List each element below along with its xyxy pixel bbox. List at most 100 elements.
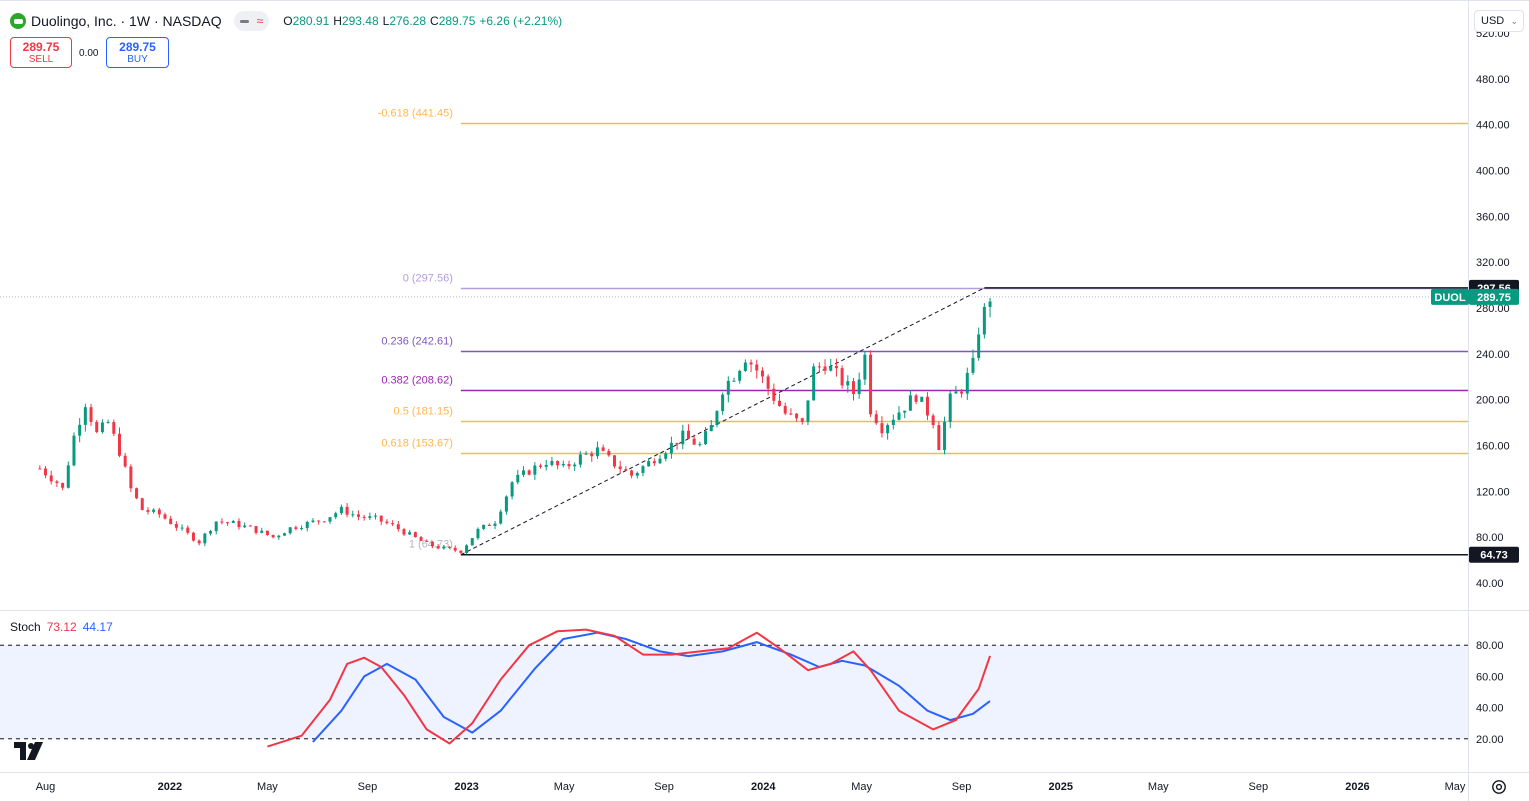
candle-body — [897, 412, 901, 420]
candle-body — [391, 523, 395, 525]
candle-body — [630, 470, 634, 476]
candle-body — [157, 509, 161, 515]
low-price-badge-box — [1469, 546, 1519, 563]
candle-body — [943, 421, 947, 451]
price-tick-label: 480.00 — [1476, 74, 1510, 86]
candle-body — [317, 520, 321, 522]
currency-select[interactable]: USD ⌄ — [1474, 10, 1524, 32]
symbol-title[interactable]: Duolingo, Inc. · 1W · NASDAQ — [31, 13, 222, 29]
time-tick-label: 2025 — [1049, 781, 1073, 793]
candle-body — [339, 506, 343, 514]
candle-body — [379, 515, 383, 522]
candle-body — [846, 381, 850, 386]
candle-body — [624, 469, 628, 471]
candle-body — [413, 532, 417, 538]
candle-body — [334, 513, 338, 518]
fib-level-label: -0.618 (441.45) — [378, 108, 453, 120]
candle-body — [681, 430, 685, 445]
close-value: 289.75 — [438, 14, 476, 28]
candle-body — [408, 532, 412, 535]
candle-body — [214, 521, 218, 532]
candle-body — [436, 546, 440, 549]
candle-body — [613, 455, 617, 467]
candle-body — [174, 524, 178, 528]
candle-body — [732, 380, 736, 382]
candle-body — [721, 394, 725, 412]
candle-body — [686, 430, 690, 439]
candle-body — [265, 530, 269, 535]
time-tick-label: Sep — [358, 781, 378, 793]
candle-body — [288, 527, 292, 534]
low-value: 276.28 — [389, 14, 427, 28]
candle-body — [100, 422, 104, 433]
candle-body — [374, 515, 378, 517]
candle-body — [669, 442, 673, 454]
price-tick-label: 80.00 — [1476, 532, 1504, 544]
candle-body — [66, 465, 70, 488]
candle-body — [311, 520, 315, 522]
candle-body — [106, 422, 110, 424]
candle-body — [248, 525, 252, 527]
stoch-tick-label: 60.00 — [1476, 671, 1504, 683]
candle-body — [55, 481, 59, 484]
candle-body — [231, 520, 235, 523]
candle-body — [186, 527, 190, 533]
stoch-d-line — [312, 631, 991, 743]
wave-icon[interactable]: ≈ — [256, 14, 264, 28]
candle-body — [78, 424, 82, 436]
candle-body — [402, 529, 406, 535]
price-tick-label: 360.00 — [1476, 211, 1510, 223]
stoch-legend[interactable]: Stoch 73.12 44.17 — [10, 620, 113, 634]
tradingview-logo-icon[interactable] — [14, 742, 46, 760]
candle-body — [430, 541, 434, 547]
collapse-icon[interactable] — [239, 19, 249, 23]
time-tick-label: May — [1148, 781, 1169, 793]
candle-body — [470, 538, 474, 546]
candle-body — [328, 517, 332, 522]
last-price-badge: 289.75 — [1477, 292, 1511, 304]
candle-body — [516, 474, 520, 483]
candle-body — [499, 511, 503, 524]
candle-body — [322, 521, 326, 523]
candle-body — [880, 423, 884, 434]
candle-body — [368, 516, 372, 518]
legend-tools[interactable]: ≈ — [233, 11, 270, 31]
candle-body — [49, 475, 53, 482]
candle-body — [123, 455, 127, 467]
buy-price: 289.75 — [119, 40, 156, 54]
candle-body — [857, 379, 861, 395]
spread-value: 0.00 — [79, 48, 99, 59]
candle-body — [578, 454, 582, 465]
candle-body — [487, 524, 491, 526]
candle-body — [556, 461, 560, 466]
stoch-tick-label: 20.00 — [1476, 734, 1504, 746]
candle-body — [356, 514, 360, 517]
candle-body — [812, 366, 816, 401]
price-tick-label: 400.00 — [1476, 165, 1510, 177]
candle-body — [965, 372, 969, 394]
sell-button[interactable]: 289.75 SELL — [10, 37, 72, 68]
candle-body — [459, 550, 463, 553]
candle-body — [180, 527, 184, 529]
stoch-tick-label: 40.00 — [1476, 703, 1504, 715]
candle-body — [550, 461, 554, 466]
high-label: H — [333, 14, 342, 28]
candle-body — [510, 482, 514, 497]
price-tick-label: 160.00 — [1476, 441, 1510, 453]
time-tick-label: May — [257, 781, 278, 793]
candle-body — [146, 510, 150, 512]
price-tick-label: 240.00 — [1476, 349, 1510, 361]
buy-button[interactable]: 289.75 BUY — [106, 37, 169, 68]
candle-body — [561, 464, 565, 466]
candle-body — [425, 540, 429, 542]
time-tick-label: 2026 — [1345, 781, 1369, 793]
gear-icon[interactable] — [1490, 778, 1508, 796]
candle-body — [504, 496, 508, 512]
fib-base-label: 1 (64.73) — [409, 539, 453, 551]
candle-body — [220, 521, 224, 523]
candle-body — [692, 438, 696, 445]
candle-body — [72, 435, 76, 466]
candle-body — [817, 366, 821, 368]
candle-body — [573, 464, 577, 467]
